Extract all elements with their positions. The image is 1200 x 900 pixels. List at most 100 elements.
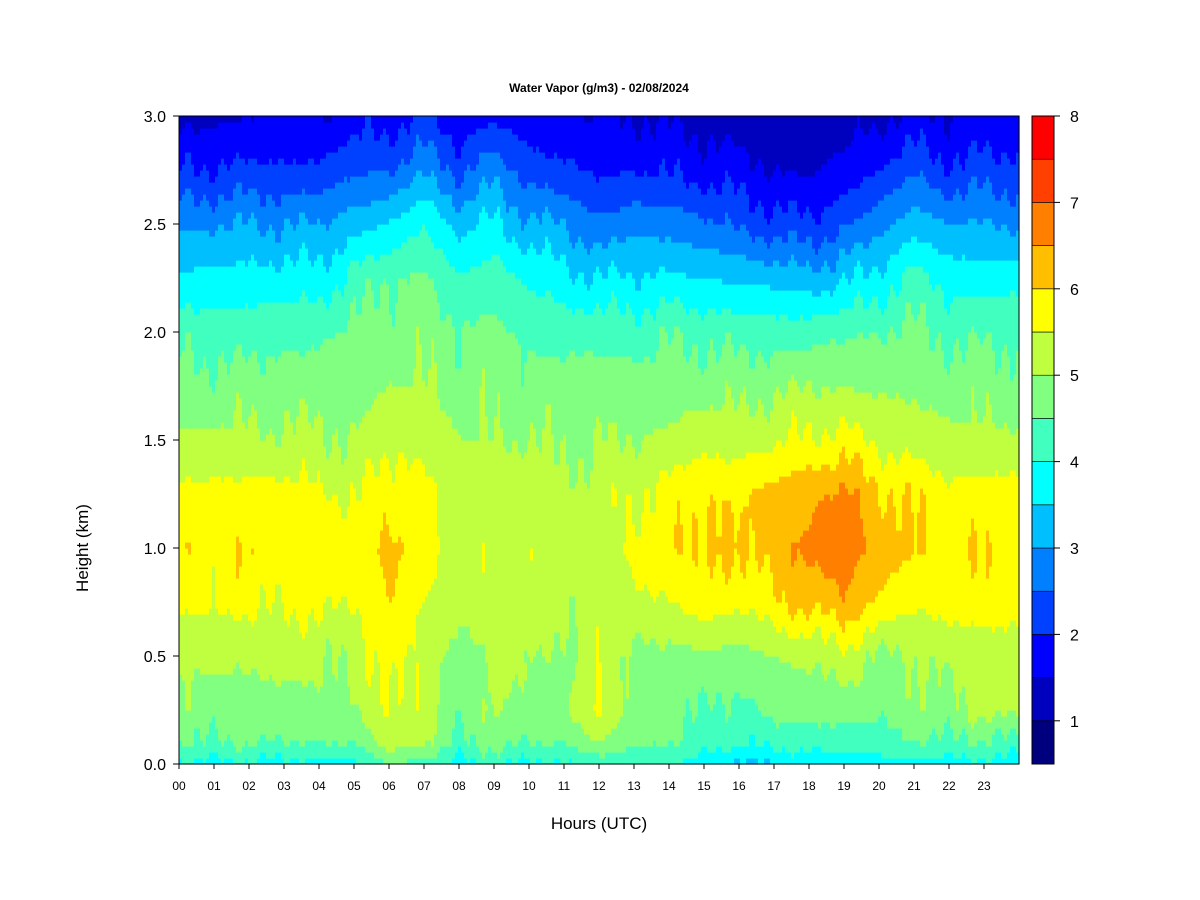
heatmap-cell (743, 614, 747, 645)
heatmap-cell (1004, 632, 1008, 717)
heatmap-cell (668, 272, 672, 303)
heatmap-cell (647, 308, 651, 357)
heatmap-cell (497, 716, 501, 759)
heatmap-cell (647, 434, 651, 489)
heatmap-cell (269, 758, 273, 765)
heatmap-cell (185, 302, 189, 333)
heatmap-cell (830, 608, 834, 633)
heatmap-cell (527, 146, 531, 183)
heatmap-cell (1013, 374, 1017, 435)
heatmap-cell (584, 314, 588, 351)
heatmap-cell (944, 416, 948, 483)
heatmap-cell (689, 242, 693, 279)
heatmap-cell (473, 326, 477, 441)
heatmap-cell (833, 272, 837, 291)
heatmap-cell (707, 752, 711, 765)
heatmap-cell (779, 392, 783, 441)
heatmap-cell (971, 140, 975, 177)
heatmap-cell (311, 344, 315, 429)
heatmap-cell (524, 362, 528, 453)
heatmap-cell (902, 494, 906, 561)
heatmap-cell (236, 392, 240, 483)
heatmap-cell (902, 740, 906, 759)
heatmap-cell (803, 290, 807, 321)
heatmap-cell (398, 248, 402, 279)
heatmap-cell (278, 584, 282, 687)
heatmap-cell (887, 116, 891, 123)
heatmap-cell (305, 404, 309, 471)
heatmap-cell (755, 560, 759, 615)
heatmap-cell (809, 320, 813, 351)
heatmap-cell (932, 218, 936, 249)
heatmap-cell (266, 230, 270, 267)
heatmap-cell (716, 362, 720, 411)
heatmap-cell (959, 260, 963, 297)
heatmap-cell (956, 152, 960, 189)
heatmap-cell (689, 212, 693, 243)
heatmap-cell (908, 242, 912, 267)
heatmap-cell (350, 758, 354, 765)
heatmap-cell (188, 542, 192, 555)
heatmap-cell (794, 170, 798, 201)
heatmap-cell (638, 290, 642, 327)
heatmap-cell (746, 152, 750, 195)
heatmap-cell (1010, 728, 1014, 747)
heatmap-cell (263, 680, 267, 735)
colorbar-swatch (1031, 202, 1055, 246)
heatmap-cell (1001, 734, 1005, 759)
heatmap-cell (743, 746, 747, 765)
heatmap-cell (413, 116, 417, 147)
heatmap-cell (668, 302, 672, 345)
heatmap-cell (809, 266, 813, 291)
heatmap-cell (773, 116, 777, 171)
heatmap-cell (344, 518, 348, 597)
heatmap-cell (209, 308, 213, 387)
heatmap-cell (449, 746, 453, 765)
heatmap-cell (236, 578, 240, 621)
heatmap-cell (584, 284, 588, 315)
heatmap-cell (230, 200, 234, 231)
heatmap-cell (389, 314, 393, 381)
heatmap-cell (239, 158, 243, 183)
heatmap-cell (410, 464, 414, 645)
heatmap-cell (275, 302, 279, 363)
heatmap-cell (839, 116, 843, 153)
heatmap-cell (224, 308, 228, 363)
heatmap-cell (800, 608, 804, 633)
heatmap-cell (554, 116, 558, 153)
heatmap-cell (185, 476, 189, 543)
heatmap-cell (755, 452, 759, 489)
heatmap-cell (851, 428, 855, 459)
heatmap-cell (836, 644, 840, 681)
heatmap-cell (395, 302, 399, 387)
heatmap-cell (518, 140, 522, 183)
heatmap-cell (782, 242, 786, 267)
heatmap-cell (419, 458, 423, 609)
heatmap-cell (476, 746, 480, 765)
heatmap-cell (779, 350, 783, 393)
heatmap-cell (833, 392, 837, 441)
heatmap-cell (341, 596, 345, 645)
heatmap-cell (920, 170, 924, 213)
heatmap-cell (422, 224, 426, 273)
heatmap-cell (305, 470, 309, 633)
heatmap-cell (593, 272, 597, 309)
heatmap-cell (881, 344, 885, 393)
heatmap-cell (893, 158, 897, 189)
heatmap-cell (770, 656, 774, 717)
heatmap-cell (704, 314, 708, 369)
heatmap-cell (185, 188, 189, 231)
heatmap-cell (737, 608, 741, 645)
heatmap-cell (527, 350, 531, 441)
heatmap-cell (392, 542, 396, 597)
heatmap-cell (443, 746, 447, 765)
heatmap-cell (710, 248, 714, 279)
heatmap-cell (257, 758, 261, 765)
heatmap-cell (326, 338, 330, 459)
heatmap-cell (989, 476, 993, 543)
heatmap-cell (776, 728, 780, 753)
heatmap-cell (1016, 230, 1020, 261)
heatmap-cell (287, 476, 291, 627)
heatmap-cell (719, 194, 723, 225)
heatmap-cell (464, 740, 468, 759)
